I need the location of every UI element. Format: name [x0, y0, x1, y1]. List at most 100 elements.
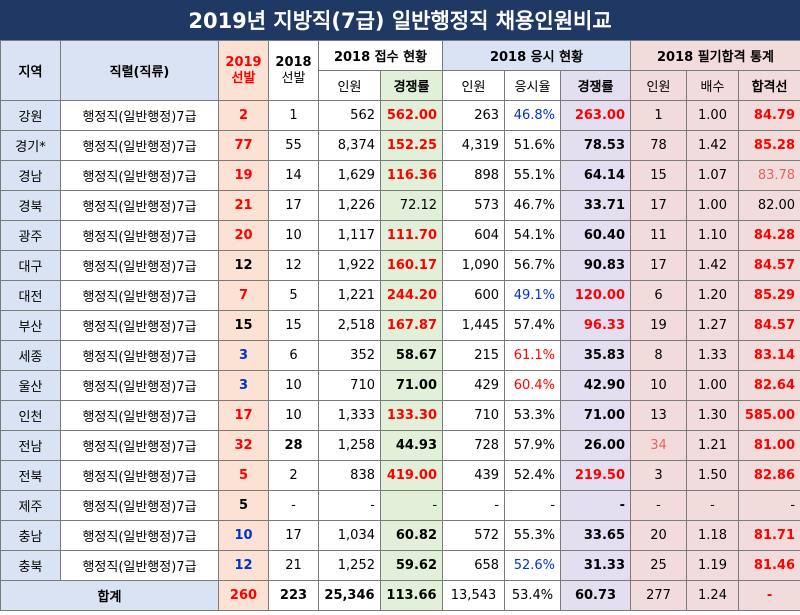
row-job: 행정직(일반행정)7급 — [60, 160, 219, 191]
header-receipt-count: 인원 — [318, 70, 381, 101]
table-row: 부산 행정직(일반행정)7급 15 15 2,518 167.87 1,445 57.4% 96… — [0, 310, 800, 341]
total-exam-rate: 60.73 — [560, 580, 632, 611]
total-sel2019: 260 — [218, 580, 269, 611]
row-job: 행정직(일반행정)7급 — [60, 190, 219, 221]
row-pass-multiple: 1.18 — [686, 520, 740, 551]
row-sel2018: - — [268, 490, 319, 521]
row-pass-cutline: 82.86 — [738, 460, 800, 491]
row-exam-rate: 60.40 — [560, 220, 632, 251]
row-receipt-count: 8,374 — [318, 130, 381, 161]
row-receipt-rate: 419.00 — [379, 460, 444, 491]
row-exam-count: 728 — [442, 430, 506, 461]
row-region: 대전 — [0, 280, 61, 311]
header-exam-rate: 경쟁률 — [560, 70, 632, 101]
row-receipt-rate: 59.62 — [379, 550, 444, 581]
table-row: 충북 행정직(일반행정)7급 12 21 1,252 59.62 658 52.6% 31.33… — [0, 550, 800, 581]
row-pass-count: 78 — [630, 130, 688, 161]
table-row: 대전 행정직(일반행정)7급 7 5 1,221 244.20 600 49.1% 120.00… — [0, 280, 800, 311]
row-sel2019: 7 — [218, 280, 269, 311]
row-job: 행정직(일반행정)7급 — [60, 370, 219, 401]
header-2019-year: 2019 — [225, 54, 262, 70]
row-job: 행정직(일반행정)7급 — [60, 490, 219, 521]
row-receipt-rate: 133.30 — [379, 400, 444, 431]
header-receipt-group: 2018 접수 현황 — [317, 40, 444, 71]
row-exam-ratio: 57.9% — [504, 430, 562, 461]
row-exam-count: 604 — [442, 220, 506, 251]
row-receipt-rate: 562.00 — [379, 100, 444, 131]
row-pass-cutline: 84.79 — [738, 100, 800, 131]
row-pass-count: 13 — [630, 400, 688, 431]
row-sel2018: 10 — [268, 370, 319, 401]
total-pass-count: 277 — [630, 580, 688, 611]
row-region: 대구 — [0, 250, 61, 281]
row-pass-cutline: 85.29 — [738, 280, 800, 311]
header-exam-count: 인원 — [442, 70, 506, 101]
header-receipt-rate: 경쟁률 — [379, 70, 444, 101]
total-row: 합계 260 223 25,346 113.66 13,543 53.4% 60… — [0, 580, 800, 611]
row-exam-rate: 90.83 — [560, 250, 632, 281]
row-receipt-count: 1,252 — [318, 550, 381, 581]
row-receipt-count: - — [318, 490, 381, 521]
row-exam-count: 898 — [442, 160, 506, 191]
row-sel2019: 3 — [218, 340, 269, 371]
row-sel2018: 2 — [268, 460, 319, 491]
total-exam-ratio: 53.4% — [504, 580, 562, 611]
row-pass-count: 11 — [630, 220, 688, 251]
row-pass-cutline: 82.64 — [738, 370, 800, 401]
total-receipt-count: 25,346 — [318, 580, 381, 611]
row-exam-count: 429 — [442, 370, 506, 401]
row-job: 행정직(일반행정)7급 — [60, 340, 219, 371]
row-sel2018: 5 — [268, 280, 319, 311]
row-pass-count: 34 — [630, 430, 688, 461]
row-exam-ratio: 61.1% — [504, 340, 562, 371]
row-sel2018: 10 — [268, 220, 319, 251]
row-exam-ratio: 49.1% — [504, 280, 562, 311]
row-receipt-count: 562 — [318, 100, 381, 131]
row-pass-multiple: 1.00 — [686, 190, 740, 221]
row-pass-count: 3 — [630, 460, 688, 491]
row-sel2019: 19 — [218, 160, 269, 191]
header-exam-group: 2018 응시 현황 — [442, 40, 632, 71]
row-receipt-count: 710 — [318, 370, 381, 401]
row-job: 행정직(일반행정)7급 — [60, 130, 219, 161]
row-pass-cutline: 81.71 — [738, 520, 800, 551]
row-pass-multiple: 1.27 — [686, 310, 740, 341]
row-receipt-rate: 152.25 — [379, 130, 444, 161]
header-region: 지역 — [0, 40, 61, 101]
row-region: 울산 — [0, 370, 61, 401]
row-exam-ratio: 46.8% — [504, 100, 562, 131]
row-exam-ratio: 51.6% — [504, 130, 562, 161]
row-exam-rate: 71.00 — [560, 400, 632, 431]
table-row: 광주 행정직(일반행정)7급 20 10 1,117 111.70 604 54.1% 60.4… — [0, 220, 800, 251]
row-sel2018: 28 — [268, 430, 319, 461]
row-exam-ratio: 54.1% — [504, 220, 562, 251]
row-receipt-count: 1,221 — [318, 280, 381, 311]
table-row: 강원 행정직(일반행정)7급 2 1 562 562.00 263 46.8% 263.00 1 1… — [0, 100, 800, 131]
row-exam-ratio: 52.4% — [504, 460, 562, 491]
row-pass-cutline: 81.46 — [738, 550, 800, 581]
row-receipt-count: 1,117 — [318, 220, 381, 251]
row-job: 행정직(일반행정)7급 — [60, 460, 219, 491]
table-row: 전북 행정직(일반행정)7급 5 2 838 419.00 439 52.4% 219.50 3 1… — [0, 460, 800, 491]
row-receipt-rate: 244.20 — [379, 280, 444, 311]
row-exam-rate: 35.83 — [560, 340, 632, 371]
row-exam-count: 573 — [442, 190, 506, 221]
row-exam-ratio: 57.4% — [504, 310, 562, 341]
table-row: 경기* 행정직(일반행정)7급 77 55 8,374 152.25 4,319 51.6% 7… — [0, 130, 800, 161]
row-sel2018: 6 — [268, 340, 319, 371]
row-sel2019: 17 — [218, 400, 269, 431]
row-receipt-rate: - — [379, 490, 444, 521]
row-sel2019: 2 — [218, 100, 269, 131]
row-pass-cutline: 82.00 — [738, 190, 800, 221]
row-sel2019: 12 — [218, 550, 269, 581]
row-region: 제주 — [0, 490, 61, 521]
row-receipt-count: 1,629 — [318, 160, 381, 191]
row-sel2019: 15 — [218, 310, 269, 341]
row-receipt-count: 1,258 — [318, 430, 381, 461]
row-exam-rate: 96.33 — [560, 310, 632, 341]
row-region: 전남 — [0, 430, 61, 461]
table-row: 인천 행정직(일반행정)7급 17 10 1,333 133.30 710 53.3% 71.0… — [0, 400, 800, 431]
row-pass-count: 6 — [630, 280, 688, 311]
row-exam-rate: 64.14 — [560, 160, 632, 191]
table-row: 대구 행정직(일반행정)7급 12 12 1,922 160.17 1,090 56.7% 90… — [0, 250, 800, 281]
